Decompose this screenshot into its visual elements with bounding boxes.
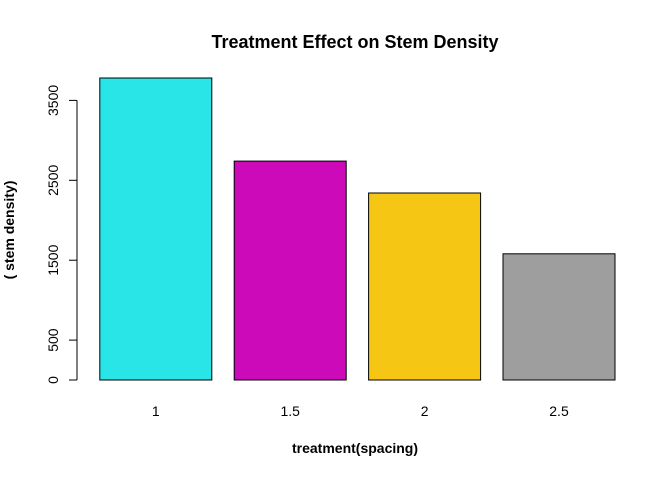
x-axis-title: treatment(spacing) [292, 440, 418, 456]
bar-2.5 [502, 253, 616, 381]
bar-1.5 [233, 160, 347, 381]
y-tick-label: 2500 [45, 165, 61, 196]
bars-group [99, 77, 616, 381]
y-tick-label: 3500 [45, 85, 61, 116]
chart-title: Treatment Effect on Stem Density [211, 32, 498, 52]
y-axis-title: ( stem density) [1, 181, 17, 280]
y-ticks-group: 0 500 1500 2500 3500 [45, 85, 77, 384]
x-tick-label: 1.5 [280, 403, 300, 419]
x-tick-label: 2.5 [549, 403, 569, 419]
y-tick-label: 500 [45, 328, 61, 352]
bar-2 [368, 192, 482, 381]
y-tick-label: 0 [45, 376, 61, 384]
bar-1 [99, 77, 213, 381]
x-tick-labels-group: 1 1.5 2 2.5 [152, 403, 569, 419]
x-tick-label: 2 [421, 403, 429, 419]
y-tick-label: 1500 [45, 244, 61, 275]
x-tick-label: 1 [152, 403, 160, 419]
